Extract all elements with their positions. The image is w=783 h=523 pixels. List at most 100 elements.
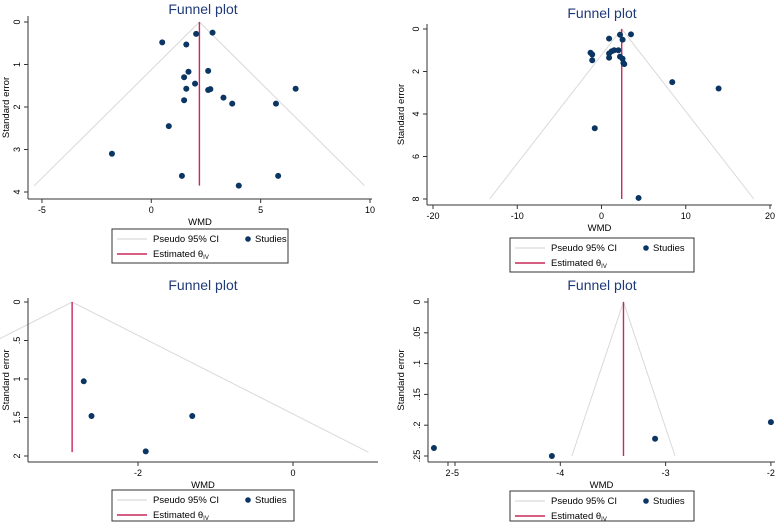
study-point <box>767 419 774 426</box>
chart-title: Funnel plot <box>567 277 636 293</box>
y-tick-label: .05 <box>412 327 422 340</box>
study-point <box>652 435 659 442</box>
study-point <box>621 61 628 68</box>
x-tick-label: 10 <box>681 211 691 221</box>
y-tick-label: .2 <box>412 421 422 429</box>
legend-ci-label: Pseudo 95% CI <box>153 234 219 245</box>
study-point <box>189 412 196 419</box>
legend-theta-subscript: IV <box>203 255 209 261</box>
funnel-plot-panel-2: Funnel plot -20 -10 0 10 20 0 2 4 6 8 WMD Standard e… <box>396 5 775 273</box>
x-tick-label: 5 <box>258 205 263 215</box>
y-axis-label: Standard error <box>396 349 407 410</box>
x-tick-label: 2 <box>445 468 450 478</box>
pseudo-95-ci-funnel <box>0 301 369 453</box>
x-tick-label: -4 <box>556 468 564 478</box>
legend-box <box>509 237 695 273</box>
legend-studies-label: Studies <box>653 496 685 507</box>
legend-studies-label: Studies <box>653 243 685 254</box>
legend-theta-subscript: IV <box>601 264 607 270</box>
study-point <box>183 85 190 92</box>
study-point <box>606 54 613 61</box>
study-point <box>108 150 115 157</box>
legend-studies-label: Studies <box>255 234 287 245</box>
x-tick-label: 0 <box>599 211 604 221</box>
study-point <box>272 100 279 107</box>
x-axis-label: WMD <box>588 223 612 234</box>
x-tick-label: 20 <box>765 211 775 221</box>
legend-studies-marker <box>245 497 251 503</box>
study-point <box>181 97 188 104</box>
study-point <box>181 74 188 81</box>
study-point <box>635 194 642 201</box>
study-point <box>80 378 87 385</box>
legend: Pseudo 95% CI Studies Estimated θIV <box>111 489 295 522</box>
y-tick-label: 0 <box>411 26 421 31</box>
y-tick-label: 3 <box>12 147 22 152</box>
y-tick-label: 0 <box>412 299 422 304</box>
study-point <box>611 47 618 54</box>
x-tick-label: 0 <box>290 468 295 478</box>
legend-box <box>111 489 295 522</box>
study-point <box>220 94 227 101</box>
x-tick-label: -3 <box>662 468 670 478</box>
study-point <box>193 30 200 37</box>
chart-title: Funnel plot <box>168 277 237 293</box>
legend-ci-label: Pseudo 95% CI <box>153 495 219 506</box>
funnel-plot-panel-4: Funnel plot -5 -4 -3 -2 0 .05 .1 .15 .2 .25 WMD Stan… <box>396 277 775 523</box>
x-tick-label: -10 <box>511 211 524 221</box>
y-tick-label: 4 <box>411 111 421 116</box>
y-tick-label: 1.5 <box>12 411 22 424</box>
study-point <box>235 182 242 189</box>
x-axis-label: WMD <box>188 217 212 228</box>
study-point <box>292 85 299 92</box>
y-tick-label: 6 <box>411 154 421 159</box>
y-tick-label: 8 <box>411 196 421 201</box>
study-point <box>715 85 722 92</box>
y-tick-label: 2 <box>411 69 421 74</box>
study-point <box>207 86 214 93</box>
study-point <box>205 67 212 74</box>
y-tick-label: .5 <box>12 337 22 345</box>
study-point <box>591 125 598 132</box>
study-point <box>627 31 634 38</box>
study-point <box>619 36 626 43</box>
x-tick-label: -2 <box>134 468 142 478</box>
x-tick-label: -5 <box>451 468 459 478</box>
y-tick-label: 0 <box>12 19 22 24</box>
legend: Pseudo 95% CI Studies Estimated θIV <box>111 228 289 264</box>
funnel-plot-panel-1: Funnel plot -5 0 5 10 0 1 2 3 4 WMD Standard error P… <box>1 1 375 264</box>
y-tick-label: 0 <box>12 299 22 304</box>
study-point <box>275 172 282 179</box>
study-point <box>192 80 199 87</box>
y-axis-label: Standard error <box>1 77 12 138</box>
legend: Pseudo 95% CI Studies Estimated θIV <box>509 490 695 523</box>
study-point <box>178 172 185 179</box>
study-point <box>617 31 624 38</box>
study-point <box>589 57 596 64</box>
legend-theta-subscript: IV <box>203 516 209 522</box>
y-tick-label: .25 <box>412 450 422 463</box>
y-tick-label: .15 <box>412 388 422 401</box>
study-point <box>142 448 149 455</box>
study-point <box>430 444 437 451</box>
y-axis-label: Standard error <box>396 84 407 145</box>
chart-title: Funnel plot <box>567 5 636 21</box>
study-point <box>209 29 216 36</box>
y-axis-label: Standard error <box>1 349 12 410</box>
y-tick-label: 1 <box>12 376 22 381</box>
study-point <box>159 39 166 46</box>
y-tick-label: 1 <box>12 62 22 67</box>
x-tick-label: 10 <box>365 205 375 215</box>
y-tick-label: 2 <box>12 453 22 458</box>
x-tick-label: -2 <box>767 468 775 478</box>
x-tick-label: -5 <box>38 205 46 215</box>
study-point <box>606 35 613 42</box>
legend-theta-label: Estimated θIV <box>551 258 607 270</box>
y-tick-label: .1 <box>412 360 422 368</box>
y-tick-label: 4 <box>12 189 22 194</box>
chart-title: Funnel plot <box>168 1 237 17</box>
legend-studies-marker <box>245 236 251 242</box>
x-axis-label: WMD <box>590 480 614 491</box>
study-point <box>548 453 555 459</box>
